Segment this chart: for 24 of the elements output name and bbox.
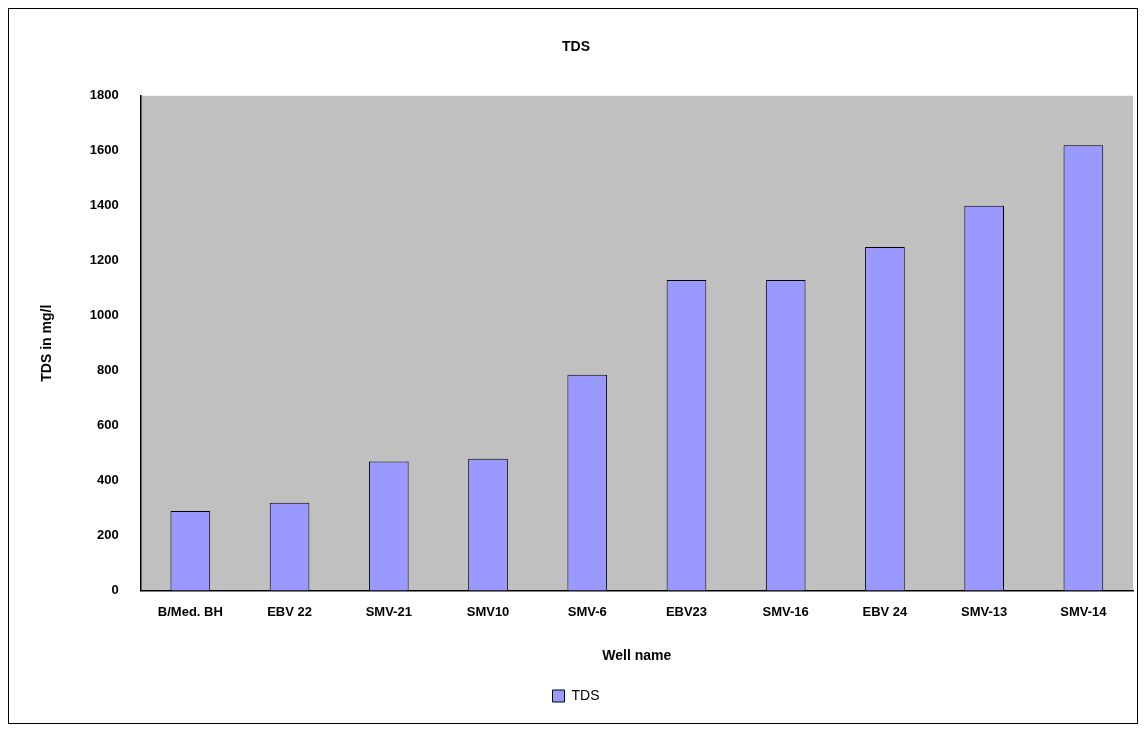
- y-tick-label: 400: [97, 472, 119, 488]
- x-tick-label: SMV-13: [961, 603, 1008, 619]
- y-tick-label: 1600: [89, 142, 119, 158]
- x-tick-label: SMV10: [466, 603, 510, 619]
- y-tick-label: 200: [97, 527, 119, 543]
- x-tick-label: SMV-21: [365, 603, 412, 619]
- legend-label: TDS: [571, 686, 600, 703]
- x-tick-label: EBV 24: [862, 603, 909, 619]
- x-tick-label: SMV-16: [762, 603, 809, 619]
- y-tick-label: 1000: [89, 307, 119, 323]
- x-tick-label: EBV 22: [267, 603, 312, 619]
- x-tick-label: SMV-6: [567, 603, 607, 619]
- y-tick-label: 800: [97, 362, 119, 378]
- y-tick-label: 1400: [89, 197, 119, 213]
- y-tick-label: 0: [111, 582, 119, 598]
- x-axis-title: Well name: [602, 647, 672, 664]
- y-tick-label: 600: [97, 417, 119, 433]
- x-tick-label: B/Med. BH: [157, 603, 223, 619]
- y-axis-title: TDS in mg/l: [38, 304, 55, 382]
- y-tick-label: 1800: [89, 87, 119, 103]
- chart-title: TDS: [562, 38, 590, 55]
- x-tick-label: EBV23: [665, 603, 708, 619]
- x-tick-label: SMV-14: [1060, 603, 1108, 619]
- y-tick-label: 1200: [89, 252, 119, 268]
